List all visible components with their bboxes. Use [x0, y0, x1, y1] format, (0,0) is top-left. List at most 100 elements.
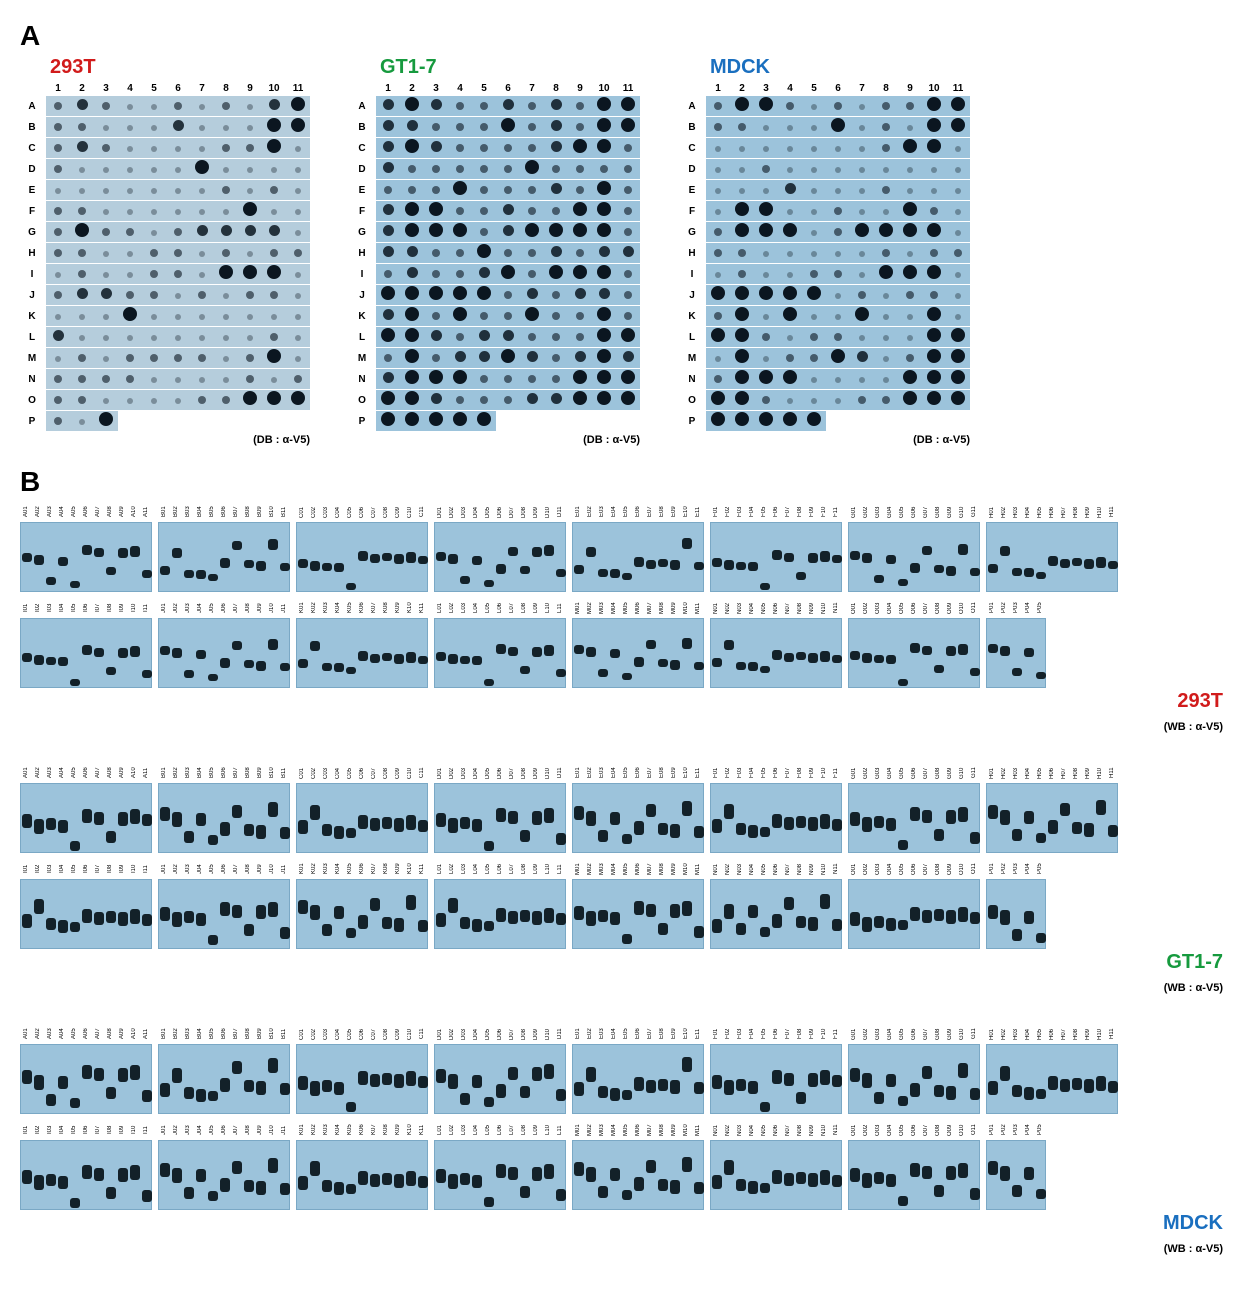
dot-spot	[477, 244, 491, 258]
wb-strip	[20, 618, 152, 688]
dot-cell	[214, 306, 238, 327]
dot-cell	[496, 390, 520, 411]
dot-cell	[472, 285, 496, 306]
wb-strip	[434, 879, 566, 949]
wb-band	[970, 832, 980, 844]
dot-cell	[94, 159, 118, 180]
dot-cell	[142, 201, 166, 222]
wb-band	[160, 907, 170, 921]
dot-cell	[778, 306, 802, 327]
lane-label: I03	[44, 598, 56, 618]
wb-strip	[20, 783, 152, 853]
dot-cell	[568, 138, 592, 159]
wb-strip	[572, 1044, 704, 1114]
lane-label: B04	[194, 763, 206, 783]
dot-spot	[576, 333, 584, 341]
wb-band	[1000, 1166, 1010, 1181]
wb-band	[130, 809, 140, 824]
wb-band	[988, 564, 998, 573]
dot-spot	[621, 97, 635, 111]
wb-section-293T: A01A02A03A04A05A06A07A08A09A10A11B01B02B…	[20, 502, 1223, 733]
lane-label: O03	[872, 598, 884, 618]
lane-label: D04	[470, 763, 482, 783]
wb-band	[322, 924, 332, 936]
wb-band	[82, 1165, 92, 1179]
dot-spot	[834, 333, 842, 341]
wb-band	[682, 538, 692, 549]
dot-spot	[199, 335, 205, 341]
wb-block-M: M01M02M03M04M05M06M07M08M09M10M11	[572, 598, 704, 688]
col-header: 10	[262, 81, 286, 96]
wb-strip	[434, 1140, 566, 1210]
wb-band	[484, 921, 494, 931]
dot-cell	[166, 369, 190, 390]
wb-band	[256, 661, 266, 671]
dot-spot	[102, 375, 110, 383]
wb-strip	[158, 1044, 290, 1114]
dot-cell	[544, 411, 568, 432]
lane-label: G09	[944, 763, 956, 783]
dot-cell	[166, 390, 190, 411]
col-header: 4	[448, 81, 472, 96]
wb-block-P: P01P02P03P04P05	[986, 859, 1046, 949]
dot-spot	[456, 165, 464, 173]
dot-cell	[448, 327, 472, 348]
dot-cell	[616, 222, 640, 243]
dot-spot	[199, 146, 205, 152]
lane-label: M03	[596, 1120, 608, 1140]
dot-spot	[930, 249, 938, 257]
dot-spot	[78, 396, 86, 404]
lane-label: N07	[782, 598, 794, 618]
lane-label: I09	[116, 859, 128, 879]
dot-cell	[874, 264, 898, 285]
dot-spot	[151, 188, 157, 194]
wb-band	[712, 658, 722, 667]
dot-spot	[456, 333, 464, 341]
dot-cell	[94, 411, 118, 432]
dot-spot	[927, 307, 941, 321]
lane-label: I09	[116, 1120, 128, 1140]
wb-block-G: G01G02G03G04G05G06G07G08G09G10G11	[848, 1024, 980, 1114]
dot-spot	[903, 265, 917, 279]
dot-spot	[811, 251, 817, 257]
dot-spot	[857, 351, 868, 362]
wb-band	[208, 1091, 218, 1101]
dot-cell	[922, 201, 946, 222]
dot-spot	[783, 223, 797, 237]
dot-cell	[616, 180, 640, 201]
dot-cell	[544, 327, 568, 348]
row-header: K	[350, 306, 376, 327]
lane-label: A06	[80, 763, 92, 783]
wb-band	[460, 1173, 470, 1185]
wb-band	[196, 913, 206, 926]
dot-cell	[448, 96, 472, 117]
dot-spot	[456, 270, 464, 278]
wb-band	[70, 922, 80, 932]
dot-cell	[46, 390, 70, 411]
lane-label: H11	[1106, 763, 1118, 783]
lane-label: D01	[434, 502, 446, 522]
dot-cell	[46, 285, 70, 306]
wb-section-label: 293T	[20, 690, 1223, 713]
lane-label: I06	[80, 859, 92, 879]
dot-spot	[175, 293, 181, 299]
dot-cell	[94, 138, 118, 159]
wb-band	[772, 650, 782, 660]
lane-label: G11	[968, 1024, 980, 1044]
row-header: L	[350, 327, 376, 348]
wb-band	[724, 1160, 734, 1175]
dot-spot	[453, 307, 467, 321]
lane-label: I10	[128, 598, 140, 618]
dot-cell	[874, 285, 898, 306]
lane-label: B06	[218, 1024, 230, 1044]
lane-label: J10	[266, 859, 278, 879]
dot-cell	[496, 264, 520, 285]
dot-spot	[480, 165, 488, 173]
lane-label: G05	[896, 502, 908, 522]
lane-label: K06	[356, 598, 368, 618]
dot-cell	[826, 243, 850, 264]
dot-spot	[735, 202, 749, 216]
wb-band	[82, 809, 92, 823]
lane-label: P01	[986, 598, 998, 618]
dot-spot	[835, 251, 841, 257]
